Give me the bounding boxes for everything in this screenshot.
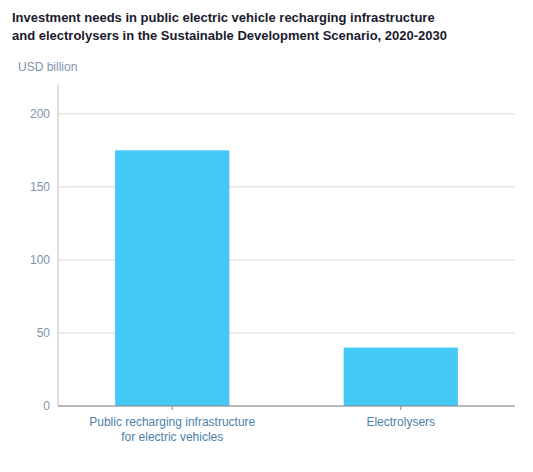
x-tick-label-line: Public recharging infrastructure: [89, 415, 255, 429]
bars: [115, 150, 458, 406]
bar: [115, 150, 229, 406]
chart-container: Investment needs in public electric vehi…: [0, 0, 533, 472]
chart-svg: Investment needs in public electric vehi…: [0, 0, 533, 472]
y-ticks: 0 50 100 150 200: [30, 107, 50, 413]
x-tick-label: Public recharging infrastructurefor elec…: [89, 415, 255, 444]
y-tick-label: 100: [30, 253, 50, 267]
title-line: and electrolysers in the Sustainable Dev…: [12, 28, 447, 43]
grid-line: [58, 406, 515, 407]
y-tick-label: 150: [30, 180, 50, 194]
y-tick-label: 200: [30, 107, 50, 121]
x-tick: [172, 406, 173, 410]
title: Investment needs in public electric vehi…: [12, 10, 447, 43]
title-line: Investment needs in public electric vehi…: [12, 10, 435, 25]
grid: [58, 114, 515, 406]
bar: [344, 348, 458, 406]
x-ticks: Public recharging infrastructurefor elec…: [89, 406, 435, 444]
grid-line: [58, 113, 515, 114]
x-tick: [400, 406, 401, 410]
y-axis-line: [58, 85, 59, 406]
x-tick-label: Electrolysers: [366, 415, 435, 429]
x-axis-line: [58, 406, 515, 407]
x-tick-label-line: Electrolysers: [366, 415, 435, 429]
y-axis-label: USD billion: [18, 60, 77, 74]
y-tick-label: 50: [37, 326, 51, 340]
x-tick-label-line: for electric vehicles: [121, 430, 223, 444]
y-tick-label: 0: [43, 399, 50, 413]
